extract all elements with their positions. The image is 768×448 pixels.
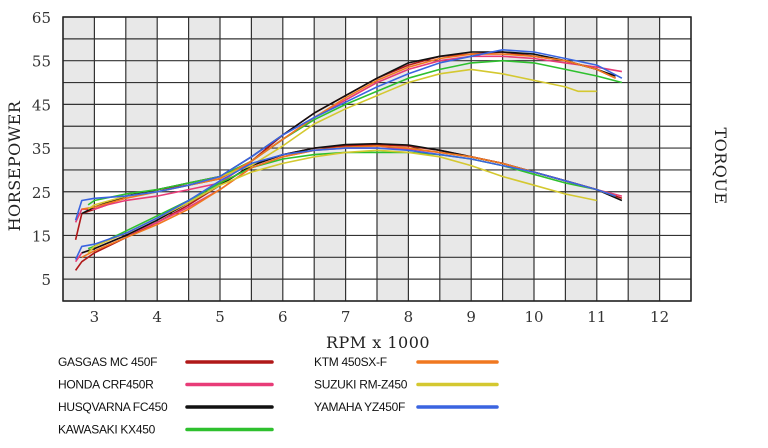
y-tick-label: 55 <box>32 53 51 71</box>
x-tick-labels: 3 4 5 6 7 8 9 10 11 12 <box>90 308 670 326</box>
x-tick-label: 8 <box>404 308 414 326</box>
legend-label: KAWASAKI KX450 <box>58 423 156 437</box>
torque-line-yamaha-yz450f <box>74 147 616 260</box>
x-axis-title: RPM x 1000 <box>326 333 430 352</box>
x-tick-label: 5 <box>215 308 225 326</box>
y-axis-title: HORSEPOWER <box>5 100 24 231</box>
legend-label: KTM 450SX-F <box>314 355 387 369</box>
grid-band <box>377 17 409 301</box>
x-tick-label: 3 <box>90 308 100 326</box>
x-tick-label: 7 <box>341 308 351 326</box>
series-lines <box>74 49 623 271</box>
y-tick-label: 25 <box>32 184 51 202</box>
x-tick-label: 10 <box>524 308 543 326</box>
plot-border <box>62 16 692 302</box>
grid-band <box>628 17 660 301</box>
chart-grid <box>62 16 692 302</box>
y-tick-label: 5 <box>41 271 51 289</box>
legend-label: GASGAS MC 450F <box>58 355 157 369</box>
y-tick-label: 45 <box>32 96 51 114</box>
horsepower-line-kawasaki-kx450 <box>87 59 623 206</box>
x-tick-label: 4 <box>152 308 162 326</box>
x-tick-label: 11 <box>587 308 606 326</box>
legend-label: HONDA CRF450R <box>58 378 154 392</box>
grid-band <box>314 17 346 301</box>
y-tick-label: 65 <box>32 9 51 27</box>
legend-label: SUZUKI RM-Z450 <box>314 378 408 392</box>
y-tick-label: 15 <box>32 227 51 245</box>
legend-label: HUSQVARNA FC450 <box>58 400 168 414</box>
legend-label: YAMAHA YZ450F <box>314 400 405 414</box>
x-tick-label: 12 <box>650 308 669 326</box>
grid-band <box>188 17 220 301</box>
x-tick-label: 9 <box>466 308 476 326</box>
y2-axis-title: TORQUE <box>711 127 730 204</box>
x-tick-label: 6 <box>278 308 288 326</box>
grid-band <box>125 17 158 301</box>
horsepower-line-yamaha-yz450f <box>74 49 623 221</box>
grid-band <box>502 17 534 301</box>
y-tick-label: 35 <box>32 140 51 158</box>
y-tick-labels: 5 15 25 35 45 55 65 <box>32 9 51 289</box>
legend: GASGAS MC 450F HONDA CRF450R HUSQVARNA FC4… <box>58 355 499 437</box>
